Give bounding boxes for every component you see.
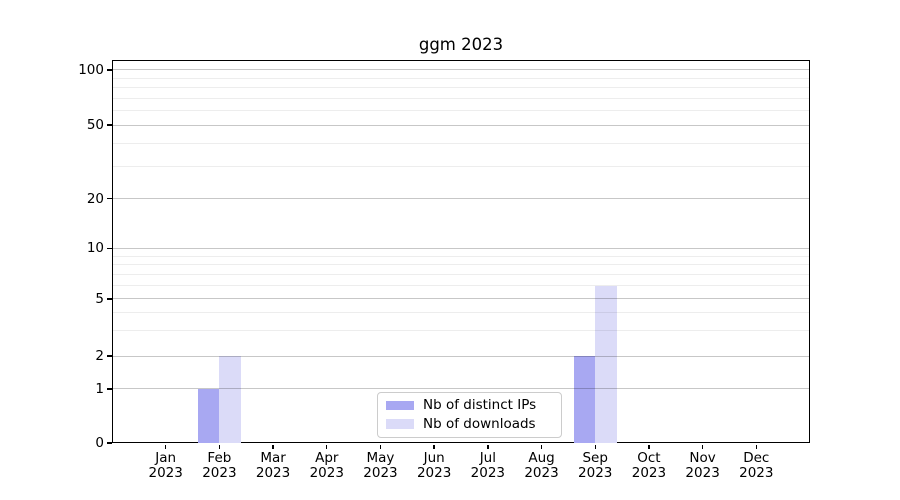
x-tick-month: Jul [479,450,496,466]
x-tick-mark [540,444,543,449]
x-tick-month: Oct [637,450,661,466]
bar-sep-ips [573,356,596,443]
minor-gridline [112,87,810,89]
bar-feb-downloads [219,356,241,443]
x-tick-label: Oct 2023 [617,451,681,481]
bar-feb-ips [197,388,220,443]
x-tick-mark [326,444,328,449]
x-tick-mark [487,444,489,449]
bars-layer [112,60,810,443]
chart-title: ggm 2023 [418,35,504,54]
x-tick-label: Feb 2023 [187,451,251,481]
minor-gridline [112,264,810,266]
y-tick-mark [107,247,112,250]
x-tick-label: Jan 2023 [134,451,198,481]
y-tick-label: 100 [78,61,104,78]
legend-item: Nb of downloads [378,415,561,434]
y-tick-mark [107,388,112,390]
x-tick-year: 2023 [202,465,237,481]
major-gridline [112,69,810,71]
x-tick-label: Sep 2023 [563,451,627,481]
x-tick-label: Nov 2023 [671,451,735,481]
y-tick-mark [107,298,112,300]
x-tick-month: May [366,450,395,466]
x-tick-label: Aug 2023 [510,451,574,481]
y-tick-mark [107,69,112,71]
x-tick-year: 2023 [309,465,344,481]
x-tick-year: 2023 [685,465,720,481]
minor-gridline [112,110,810,112]
y-tick-mark [107,197,112,200]
y-tick-label: 20 [86,190,104,207]
x-tick-mark [648,444,650,449]
x-tick-year: 2023 [363,465,398,481]
y-tick-label: 5 [95,290,104,307]
x-tick-label: May 2023 [348,451,412,481]
x-tick-year: 2023 [148,465,183,481]
y-tick-label: 1 [95,380,104,397]
x-tick-mark [218,444,221,449]
x-tick-label: Jul 2023 [456,451,520,481]
x-tick-year: 2023 [255,465,291,481]
major-gridline [112,198,810,200]
x-tick-month: Feb [207,450,232,466]
x-tick-mark [433,444,435,449]
major-gridline [112,124,810,126]
x-tick-mark [164,444,167,449]
legend: Nb of distinct IPs Nb of downloads [377,392,562,438]
minor-gridline [112,97,810,99]
grid-layer [112,60,810,443]
minor-gridline [112,165,810,167]
x-tick-label: Jun 2023 [402,451,466,481]
x-tick-month: Jan [155,450,177,466]
minor-gridline [112,255,810,257]
x-tick-label: Dec 2023 [724,451,788,481]
x-tick-month: Aug [528,450,555,466]
y-tick-label: 50 [86,117,104,134]
minor-gridline [112,273,810,275]
x-tick-mark [379,444,382,449]
minor-gridline [112,77,810,79]
y-tick-label: 10 [86,240,104,257]
y-tick-mark [107,355,112,357]
y-tick-mark [107,442,112,444]
x-tick-month: Dec [743,450,770,466]
x-tick-label: Mar 2023 [241,451,305,481]
major-gridline [112,247,810,249]
x-tick-month: Jun [423,450,445,466]
x-tick-month: Apr [315,450,339,466]
x-tick-year: 2023 [578,465,613,481]
minor-gridline [112,330,810,332]
x-tick-month: Nov [689,450,716,466]
x-tick-mark [755,444,757,449]
legend-item: Nb of distinct IPs [378,396,561,415]
x-tick-year: 2023 [739,465,774,481]
x-tick-year: 2023 [470,465,506,481]
legend-swatch [386,419,414,429]
legend-label: Nb of downloads [423,415,536,432]
minor-gridline [112,142,810,144]
y-tick-label: 0 [95,435,104,451]
x-tick-year: 2023 [524,465,559,481]
x-tick-year: 2023 [631,465,667,481]
major-gridline [112,355,810,357]
y-tick-mark [107,124,112,126]
minor-gridline [112,285,810,287]
x-tick-label: Apr 2023 [295,451,359,481]
x-tick-mark [701,444,704,449]
minor-gridline [112,312,810,314]
bar-sep-downloads [595,285,617,443]
x-tick-year: 2023 [416,465,452,481]
x-tick-mark [594,444,596,449]
y-tick-label: 2 [95,348,104,365]
x-tick-mark [272,444,274,449]
major-gridline [112,298,810,300]
legend-swatch [386,400,414,410]
x-tick-month: Sep [582,450,608,466]
x-tick-month: Mar [260,450,286,466]
major-gridline [112,388,810,390]
legend-label: Nb of distinct IPs [423,397,537,414]
